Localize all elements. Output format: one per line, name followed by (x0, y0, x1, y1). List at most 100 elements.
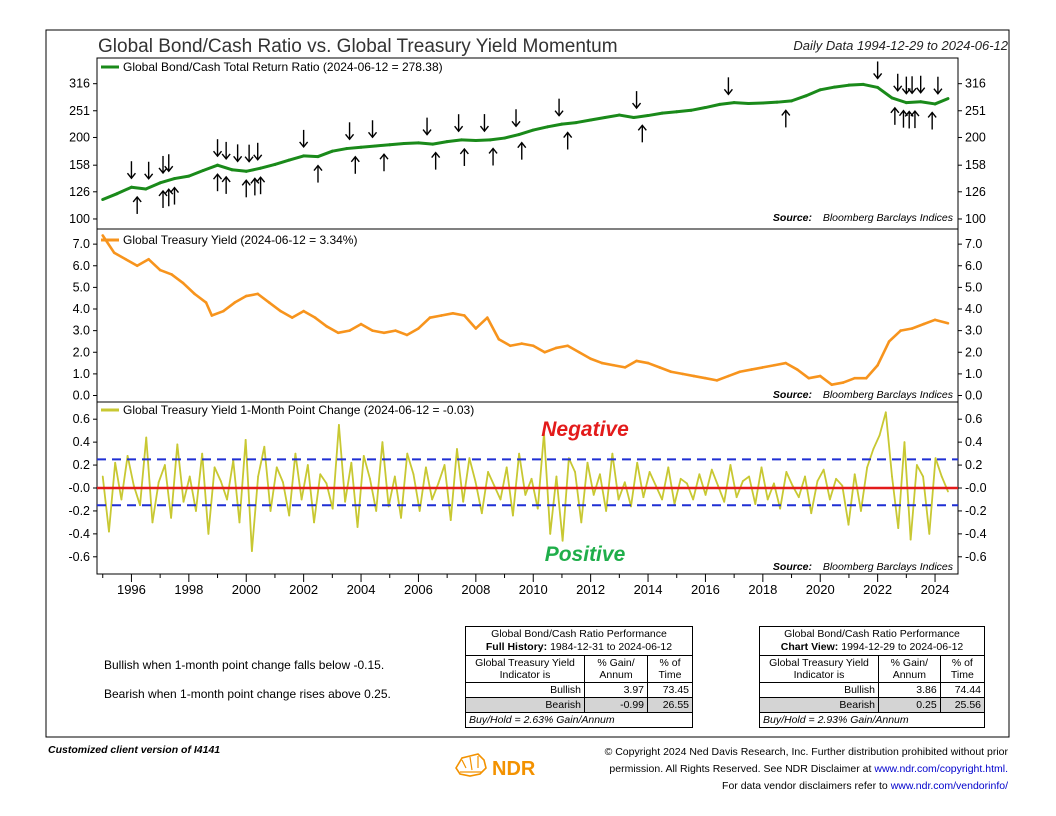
change-line-segment (319, 473, 328, 485)
change-line-segment (567, 457, 576, 473)
yield-line-segment (474, 316, 489, 330)
change-line-segment (810, 480, 819, 515)
change-line-segment (574, 471, 583, 524)
change-line-segment (139, 436, 148, 507)
change-line-segment (443, 464, 452, 522)
change-line-segment (599, 473, 608, 512)
sell-signal-arrowhead (345, 133, 355, 141)
x-tick-label: 2010 (519, 582, 548, 597)
change-line-segment (288, 452, 297, 517)
ratio-line-segment (603, 113, 621, 120)
copyright-line: permission. All Rights Reserved. See NDR… (609, 763, 872, 775)
y-tick-label-right: 2.0 (965, 345, 982, 359)
row-label: Bearish (465, 697, 585, 713)
yield-line-segment (646, 361, 661, 369)
table-title: Global Bond/Cash Ratio Performance (784, 628, 960, 640)
sell-signal-arrowhead (511, 120, 521, 128)
yield-line-segment (451, 312, 466, 317)
y-tick-label-left: -0.6 (68, 550, 90, 564)
yield-line-segment (566, 344, 581, 354)
table-footer: Buy/Hold = 2.63% Gain/Annum (465, 712, 693, 728)
y-tick-label-right: 100 (965, 212, 986, 226)
buy-signal-arrowhead (241, 179, 251, 186)
change-line-segment (338, 424, 347, 503)
y-tick-label-right: -0.2 (965, 504, 987, 518)
ratio-line-segment (517, 128, 535, 137)
x-tick-label: 1998 (174, 582, 203, 597)
x-tick-label: 2002 (289, 582, 318, 597)
table-subtitle-bold: Chart View: (780, 641, 839, 653)
vendor-info-link[interactable]: www.ndr.com/vendorinfo/ (890, 780, 1008, 792)
ratio-line-segment (833, 83, 851, 89)
change-line-segment (257, 445, 266, 478)
figure-border (45, 29, 1010, 738)
yield-line-segment (658, 366, 673, 374)
yield-line-segment (359, 322, 374, 332)
ratio-line-segment (129, 185, 148, 191)
change-line-segment (157, 464, 166, 484)
change-line-segment (561, 457, 570, 542)
plot-frame (96, 57, 959, 575)
change-line-segment (779, 471, 788, 510)
change-line-segment (431, 482, 440, 501)
yield-line-segment (864, 363, 879, 380)
yield-line-segment (887, 329, 902, 343)
row-time: 25.56 (939, 697, 986, 713)
ratio-line-segment (144, 181, 162, 191)
x-tick-label: 2000 (232, 582, 261, 597)
buy-signal-arrowhead (890, 106, 900, 114)
ratio-line-segment (101, 192, 119, 202)
yield-line-segment (325, 325, 340, 335)
y-tick-label-left: 3.0 (73, 324, 90, 338)
ratio-line-segment (330, 147, 349, 153)
yield-line-segment (158, 268, 173, 276)
yield-line-segment (910, 322, 925, 330)
x-tick-label: 2022 (863, 582, 892, 597)
change-line-segment (275, 466, 284, 484)
y-tick-label-right: 0.2 (965, 458, 982, 472)
table-subtitle-bold: Full History: (485, 641, 548, 653)
col-indicator-header: Global Treasury Yield Indicator is (465, 655, 585, 683)
chart-view-table: Global Bond/Cash Ratio Performance Chart … (759, 626, 986, 728)
yield-line-segment (554, 344, 569, 350)
bull-bear-logo-icon (455, 753, 487, 777)
yield-line-segment (417, 316, 432, 330)
change-line-segment (219, 480, 228, 501)
sell-signal-arrowhead (367, 131, 378, 139)
y-tick-label-right: 0.0 (965, 389, 982, 403)
change-line-segment (381, 441, 390, 508)
row-time: 73.45 (647, 682, 693, 698)
change-line-segment (108, 461, 117, 533)
change-line-segment (362, 454, 371, 480)
yield-line-segment (193, 292, 208, 304)
change-line-segment (468, 457, 477, 484)
yield-line-segment (302, 309, 317, 319)
y-tick-label-left: 126 (69, 185, 90, 199)
yield-line-segment (543, 346, 558, 354)
sell-signal-arrowhead (933, 88, 943, 95)
x-tick-label: 2008 (461, 582, 490, 597)
ratio-line-segment (589, 116, 607, 122)
source-label: Source: (773, 389, 812, 401)
ratio-line-segment (861, 82, 880, 89)
copyright-link[interactable]: www.ndr.com/copyright.html. (874, 763, 1008, 775)
row-gain: -0.99 (583, 697, 649, 713)
change-line-segment (897, 441, 906, 530)
yield-line-segment (112, 251, 127, 261)
yield-line-segment (486, 316, 501, 341)
yield-line-segment (348, 322, 363, 332)
x-tick-label: 2020 (806, 582, 835, 597)
change-line-segment (201, 452, 210, 535)
x-tick-label: 2018 (748, 582, 777, 597)
negative-zone-label: Negative (541, 418, 629, 441)
chart-title: Global Bond/Cash Ratio vs. Global Treasu… (98, 36, 618, 57)
change-line-segment (617, 481, 626, 501)
change-line-segment (698, 473, 707, 496)
change-line-segment (145, 436, 154, 524)
buy-signal-arrowhead (350, 155, 360, 163)
y-tick-label-left: 0.2 (73, 458, 90, 472)
ratio-line-segment (445, 138, 463, 144)
change-line-segment (126, 454, 135, 487)
yield-line-segment (600, 361, 615, 367)
